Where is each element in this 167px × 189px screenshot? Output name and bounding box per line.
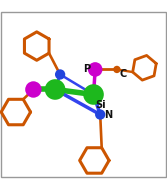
Text: P: P [84,64,91,74]
Text: Si: Si [95,100,106,109]
Point [59,73,61,76]
Point [54,88,56,91]
Point [94,68,97,71]
Point [92,93,95,96]
Text: C: C [119,69,127,79]
Point [99,113,102,116]
Point [116,68,118,71]
Text: N: N [104,110,113,119]
Point [32,88,35,91]
